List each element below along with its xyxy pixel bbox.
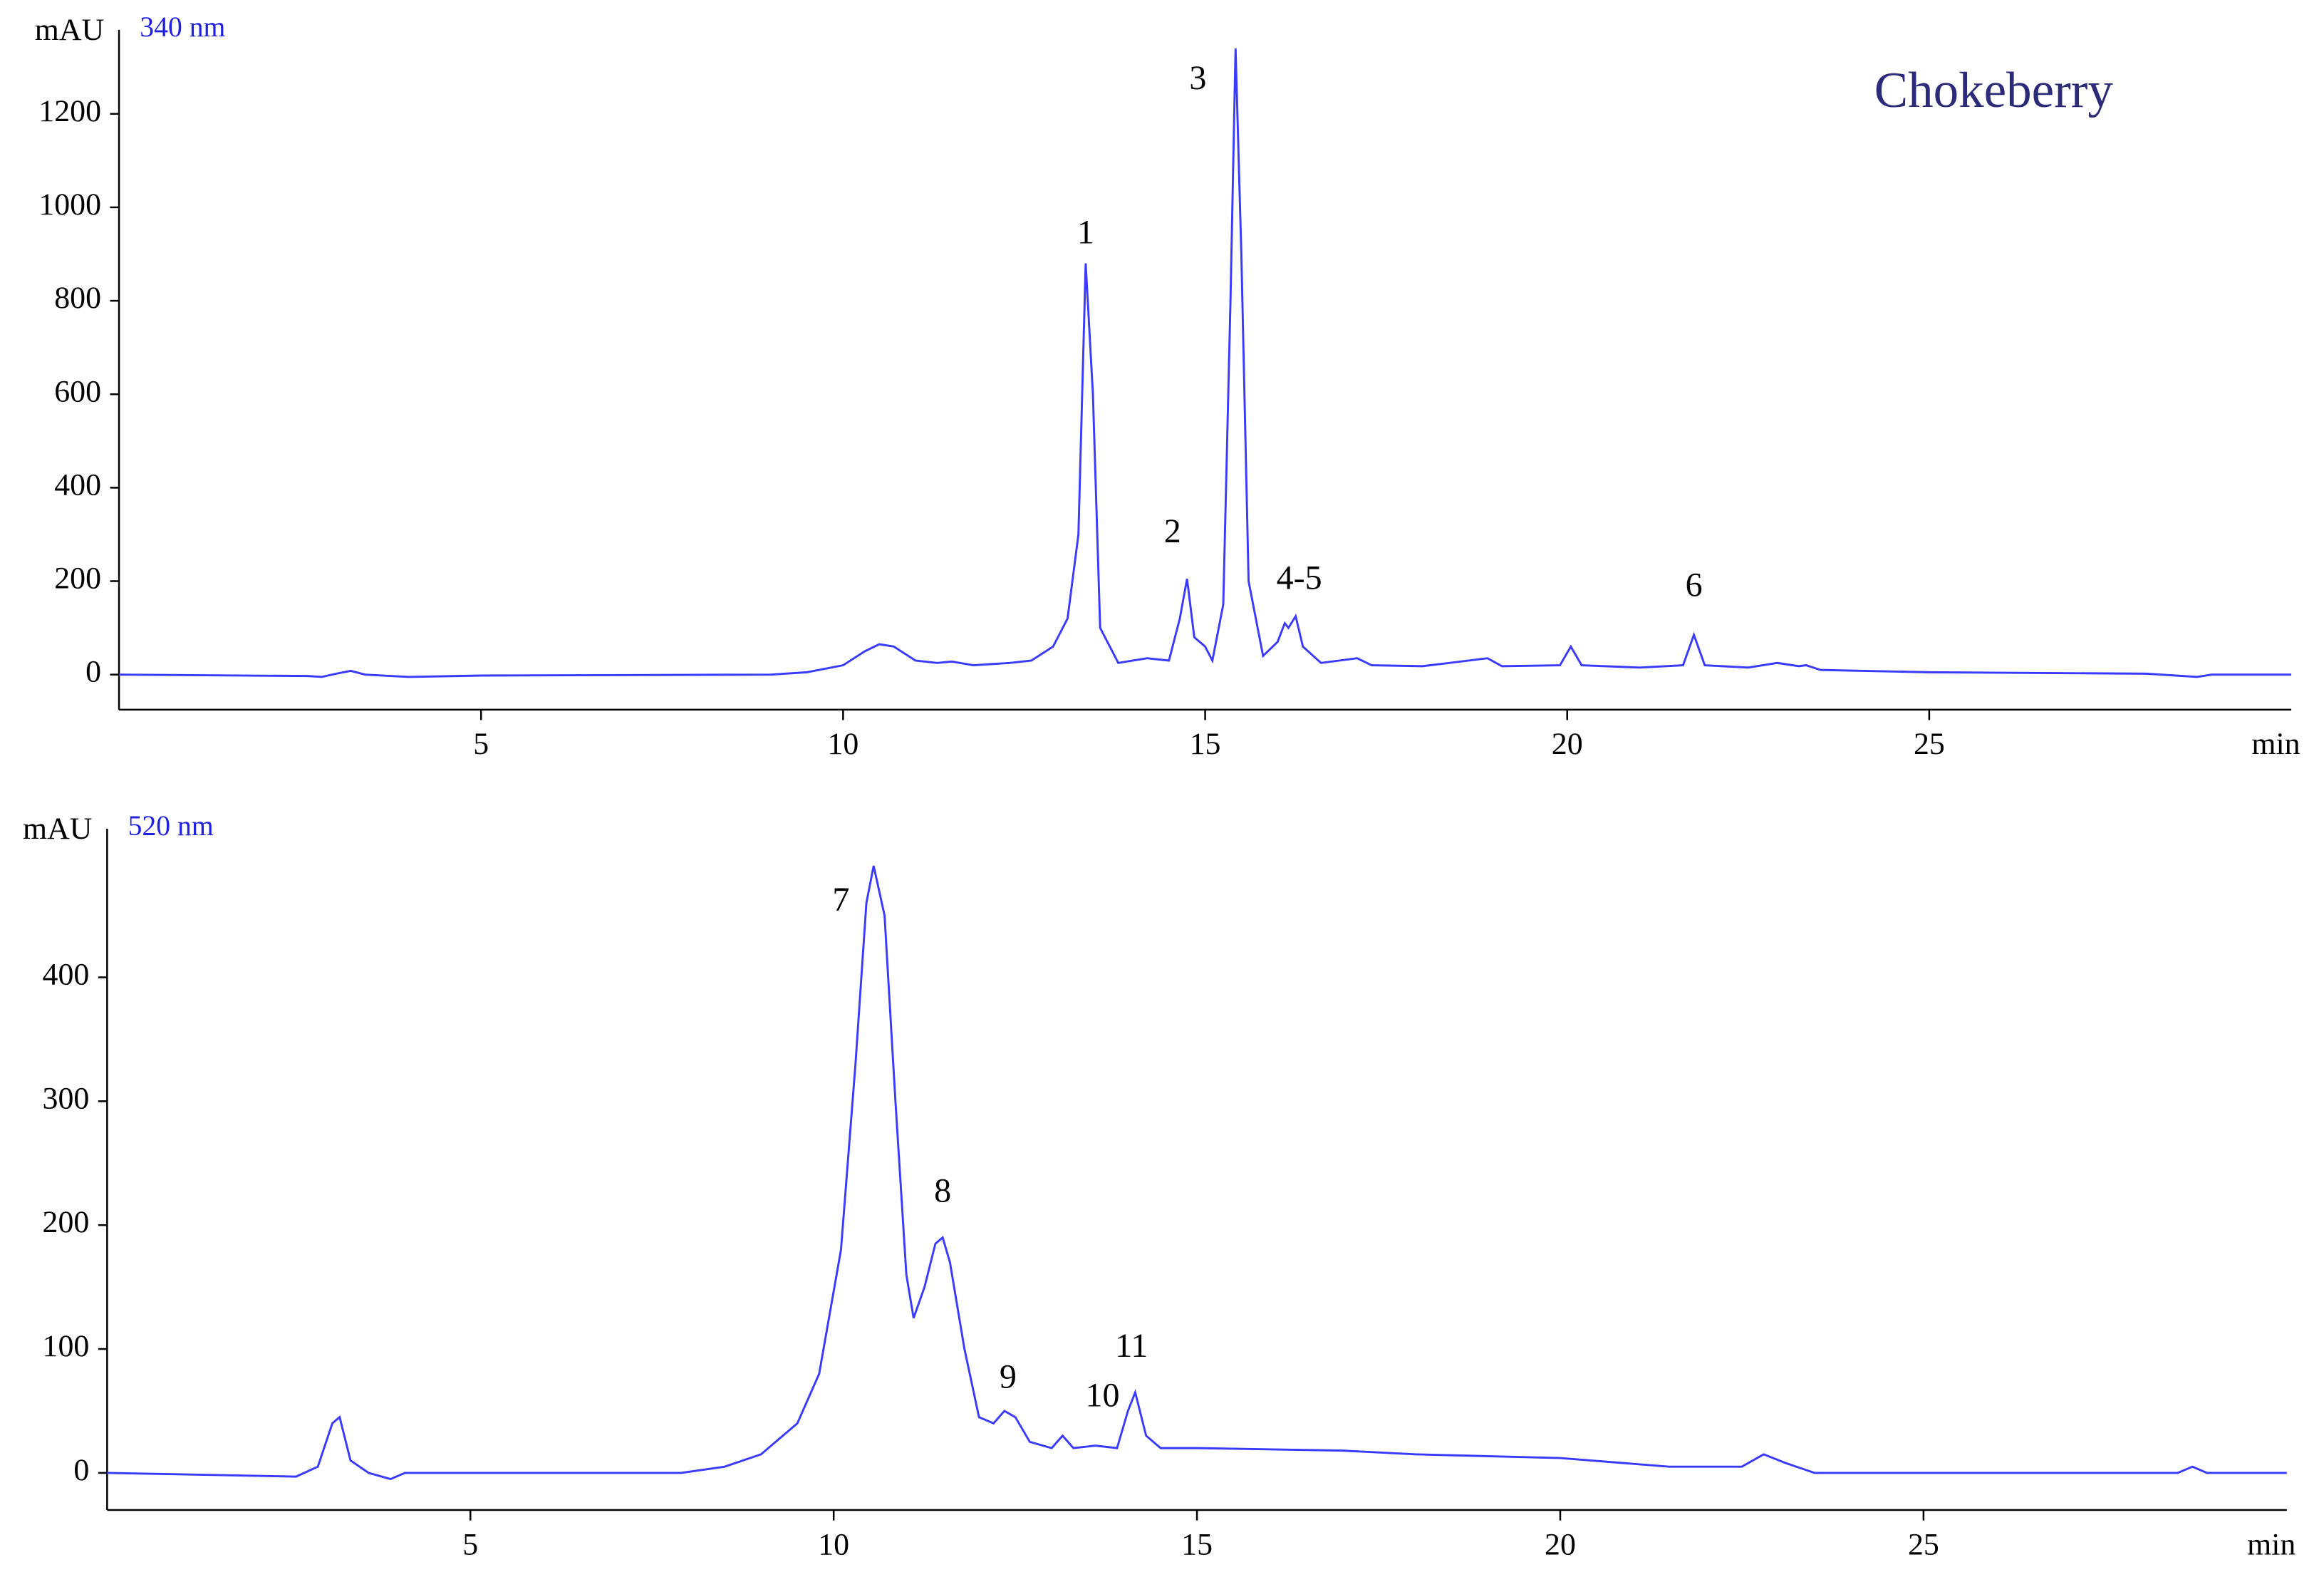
trace (119, 48, 2292, 678)
y-tick-label: 1000 (38, 187, 101, 222)
peak-label: 1 (1077, 213, 1094, 251)
peak-label: 6 (1686, 566, 1703, 604)
x-tick-label: 15 (1190, 727, 1221, 761)
y-axis-label: mAU (23, 812, 92, 846)
y-tick-label: 0 (73, 1453, 89, 1487)
x-tick-label: 15 (1181, 1527, 1213, 1561)
peak-label: 8 (934, 1172, 951, 1210)
y-tick-label: 400 (43, 958, 90, 992)
x-tick-label: 25 (1908, 1527, 1939, 1561)
y-tick-label: 200 (43, 1205, 90, 1239)
x-tick-label: 10 (827, 727, 858, 761)
x-tick-label: 5 (462, 1527, 478, 1561)
peak-label: 2 (1164, 512, 1181, 550)
peak-label: 9 (1000, 1358, 1017, 1396)
x-axis-label: min (2247, 1527, 2296, 1561)
y-tick-label: 0 (85, 655, 101, 689)
x-tick-label: 20 (1545, 1527, 1576, 1561)
x-tick-label: 10 (818, 1527, 849, 1561)
y-tick-label: 100 (43, 1329, 90, 1363)
peak-label: 4-5 (1277, 559, 1322, 597)
peak-label: 7 (832, 881, 849, 919)
y-tick-label: 300 (43, 1081, 90, 1115)
wavelength-label: 340 nm (140, 11, 225, 43)
chart-title: Chokeberry (1874, 63, 2114, 118)
x-tick-label: 20 (1552, 727, 1583, 761)
x-tick-label: 25 (1914, 727, 1945, 761)
wavelength-label: 520 nm (128, 810, 214, 842)
peak-label: 10 (1085, 1377, 1119, 1415)
x-tick-label: 5 (473, 727, 489, 761)
y-tick-label: 800 (54, 281, 101, 315)
trace (107, 865, 2287, 1481)
peak-label: 3 (1189, 59, 1206, 97)
y-axis-label: mAU (35, 13, 104, 47)
y-tick-label: 200 (54, 562, 101, 596)
x-axis-label: min (2251, 727, 2300, 761)
y-tick-label: 400 (54, 467, 101, 502)
y-tick-label: 1200 (38, 94, 101, 128)
peak-label: 11 (1115, 1327, 1148, 1365)
y-tick-label: 600 (54, 374, 101, 408)
